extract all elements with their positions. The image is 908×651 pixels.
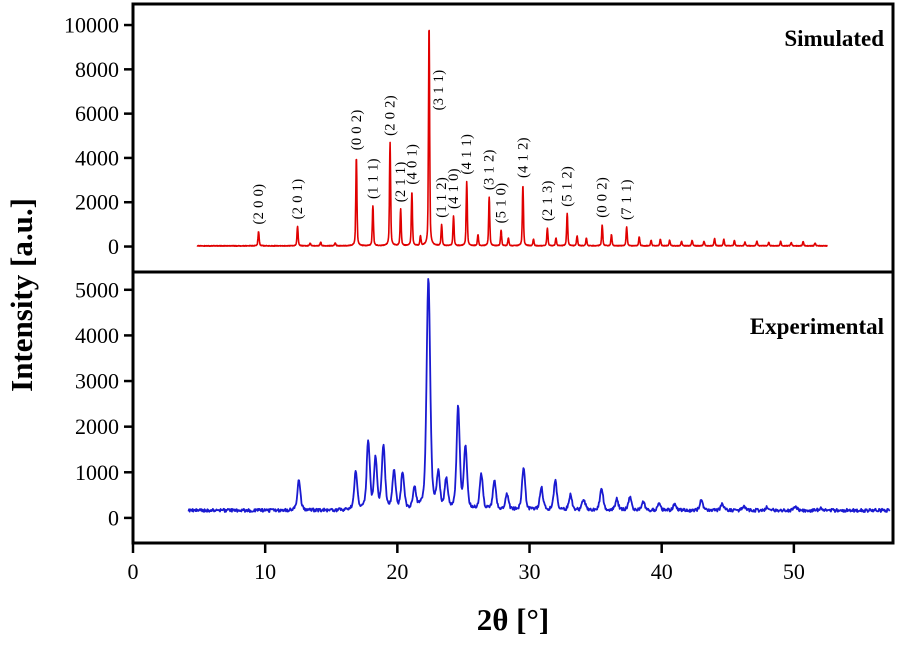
- panel-border: [131, 270, 895, 545]
- experimental-panel-label: Experimental: [750, 314, 884, 339]
- y-tick-label: 2000: [75, 414, 119, 439]
- panel-border: [131, 2, 895, 274]
- y-tick-label: 4000: [75, 145, 119, 170]
- x-tick-label: 40: [651, 559, 673, 584]
- y-tick-label: 4000: [75, 323, 119, 348]
- peak-hkl-annotation: (2 0 0): [251, 184, 267, 225]
- x-tick-label: 10: [254, 559, 276, 584]
- peak-hkl-annotation: (3 1 1): [431, 70, 447, 111]
- x-tick-label: 50: [783, 559, 805, 584]
- y-axis-label: Intensity [a.u.]: [4, 198, 39, 392]
- x-tick-label: 20: [386, 559, 408, 584]
- peak-hkl-annotation: (4 1 1): [459, 134, 475, 175]
- experimental-curve: [187, 278, 891, 513]
- peak-hkl-annotation: (4 0 1): [404, 144, 420, 185]
- peak-hkl-annotation: (2 0 2): [383, 95, 399, 136]
- peak-hkl-annotation: (2 1 3): [540, 180, 556, 221]
- y-tick-label: 1000: [75, 460, 119, 485]
- peak-hkl-annotation: (7 1 1): [619, 179, 635, 220]
- peak-hkl-annotation: (1 1 1): [365, 158, 381, 199]
- y-tick-label: 10000: [64, 13, 119, 38]
- peak-hkl-annotation: (3 1 2): [482, 149, 498, 190]
- peak-hkl-annotation: (2 0 1): [290, 179, 306, 220]
- y-tick-label: 5000: [75, 277, 119, 302]
- y-tick-label: 2000: [75, 190, 119, 215]
- peak-hkl-annotation: (5 1 2): [560, 166, 576, 207]
- y-tick-label: 0: [108, 234, 119, 259]
- generated-chart-layer: 0 2000 4000 6000 8000 10000 0 1000 2000 3000 4000 5…: [64, 2, 895, 584]
- y-tick-label: 8000: [75, 57, 119, 82]
- x-tick-label: 30: [519, 559, 541, 584]
- peak-hkl-annotation: (4 1 0): [446, 168, 462, 209]
- simulated-curve: [196, 29, 828, 247]
- y-tick-label: 6000: [75, 101, 119, 126]
- x-tick-label: 0: [128, 559, 139, 584]
- peak-hkl-annotation: (0 0 2): [349, 110, 365, 151]
- x-axis-label: 2θ [°]: [477, 602, 549, 637]
- peak-hkl-annotation: (1 1 2): [434, 177, 450, 218]
- peak-hkl-annotation: (4 1 2): [515, 137, 531, 178]
- peak-hkl-annotation: (2 1 1): [393, 162, 409, 203]
- peak-hkl-annotation: (5 1 0): [494, 183, 510, 224]
- y-tick-label: 0: [108, 505, 119, 530]
- y-tick-label: 3000: [75, 369, 119, 394]
- simulated-panel-label: Simulated: [784, 26, 884, 51]
- peak-hkl-annotation: (0 0 2): [595, 177, 611, 218]
